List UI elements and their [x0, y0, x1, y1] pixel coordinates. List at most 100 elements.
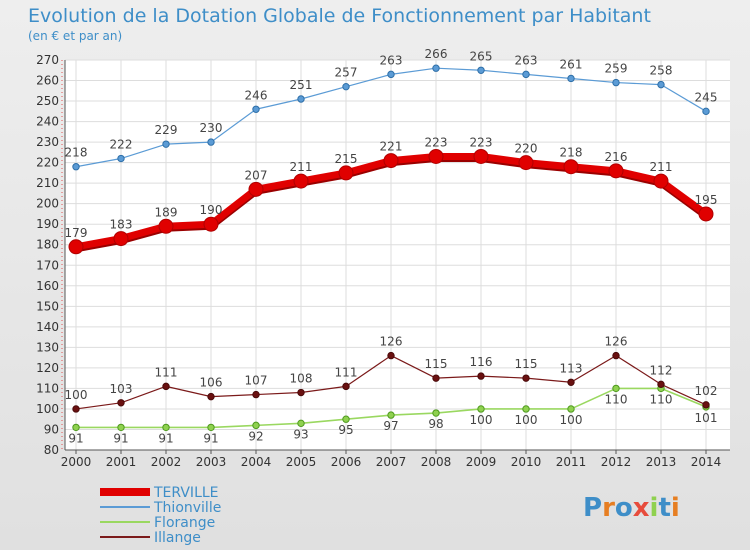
data-label-illange: 115	[425, 357, 448, 371]
data-point-thionville	[657, 80, 665, 89]
data-label-terville: 223	[425, 135, 448, 149]
legend-label-thionville: Thionville	[153, 500, 221, 516]
data-point-illange	[567, 378, 575, 386]
y-tick-label: 150	[36, 299, 59, 313]
data-label-florange: 100	[515, 413, 538, 427]
x-tick-label: 2012	[601, 455, 632, 469]
y-tick-label: 130	[36, 340, 59, 354]
data-label-thionville: 251	[290, 78, 313, 92]
data-point-florange	[117, 423, 125, 432]
data-label-terville: 216	[605, 150, 628, 164]
data-label-florange: 97	[383, 419, 398, 433]
y-tick-label: 190	[36, 217, 59, 231]
x-tick-label: 2013	[646, 455, 677, 469]
logo-letter: P	[583, 493, 602, 523]
data-point-terville	[563, 159, 579, 175]
data-point-illange	[117, 399, 125, 407]
data-point-terville	[428, 148, 444, 164]
data-label-illange: 111	[155, 365, 178, 379]
logo-letter: i	[671, 493, 680, 523]
data-point-florange	[432, 409, 440, 417]
data-point-terville	[518, 155, 534, 171]
y-tick-label: 110	[36, 381, 59, 395]
y-tick-label: 270	[36, 53, 59, 67]
data-label-florange: 91	[158, 431, 173, 445]
data-label-thionville: 229	[155, 123, 178, 137]
data-point-florange	[522, 405, 530, 413]
data-label-terville: 215	[335, 152, 358, 166]
plot-area	[65, 60, 730, 450]
data-label-terville: 195	[695, 193, 718, 207]
data-point-florange	[567, 405, 575, 413]
data-label-terville: 207	[245, 168, 268, 182]
x-tick-label: 2002	[151, 455, 182, 469]
x-tick-label: 2010	[511, 455, 542, 469]
chart-title: Evolution de la Dotation Globale de Fonc…	[28, 5, 651, 27]
data-point-illange	[432, 374, 440, 382]
data-point-florange	[342, 415, 350, 423]
label-layer: 218 222 229 230 246 251 257 263 266 265 263 261 259 2…	[65, 47, 718, 445]
data-label-illange: 102	[695, 384, 718, 398]
y-tick-label: 140	[36, 320, 59, 334]
data-label-terville: 183	[110, 218, 133, 232]
data-label-thionville: 263	[380, 53, 403, 67]
data-label-thionville: 246	[245, 88, 268, 102]
data-point-thionville	[432, 64, 440, 72]
data-label-florange: 98	[428, 417, 443, 431]
data-label-florange: 91	[68, 431, 83, 445]
y-tick-label: 200	[36, 197, 59, 211]
data-label-thionville: 266	[425, 47, 448, 61]
data-label-illange: 113	[560, 361, 583, 375]
data-point-florange	[162, 423, 170, 432]
data-point-terville	[203, 216, 219, 232]
data-point-thionville	[297, 95, 305, 103]
data-label-thionville: 257	[335, 66, 358, 80]
data-point-thionville	[387, 70, 395, 79]
proxiti-logo: Proxiti	[583, 493, 680, 523]
legend-label-illange: Illange	[154, 530, 201, 546]
data-point-illange	[162, 382, 170, 391]
data-point-thionville	[477, 66, 485, 74]
data-point-terville	[698, 206, 714, 222]
x-tick-label: 2007	[376, 455, 407, 469]
data-label-illange: 115	[515, 357, 538, 371]
data-label-florange: 92	[248, 429, 263, 443]
data-point-thionville	[207, 138, 215, 146]
data-label-thionville: 245	[695, 90, 718, 104]
data-point-terville	[608, 163, 624, 179]
chart-subtitle: (en € et par an)	[28, 29, 122, 43]
y-tick-label: 100	[36, 402, 59, 416]
data-label-illange: 112	[650, 363, 673, 377]
data-label-thionville: 258	[650, 64, 673, 78]
data-point-florange	[477, 405, 485, 413]
x-tick-label: 2003	[196, 455, 227, 469]
x-tick-label: 2011	[556, 455, 587, 469]
y-tick-label: 250	[36, 94, 59, 108]
data-label-thionville: 230	[200, 121, 223, 135]
data-label-florange: 110	[605, 392, 628, 406]
data-point-terville	[68, 239, 84, 255]
data-point-illange	[657, 380, 665, 389]
data-point-illange	[207, 392, 215, 401]
x-tick-label: 2004	[241, 455, 272, 469]
data-point-terville	[338, 165, 354, 181]
data-point-thionville	[252, 105, 260, 113]
data-label-terville: 221	[380, 140, 403, 154]
series-layer	[68, 64, 714, 432]
data-label-florange: 95	[338, 423, 353, 437]
data-point-terville	[653, 173, 669, 189]
data-label-terville: 218	[560, 146, 583, 160]
y-tick-label: 230	[36, 135, 59, 149]
data-point-florange	[252, 421, 260, 430]
legend-label-florange: Florange	[154, 515, 215, 531]
data-label-illange: 116	[470, 355, 493, 369]
logo-letter: o	[615, 493, 633, 523]
data-label-florange: 100	[560, 413, 583, 427]
data-point-thionville	[702, 107, 710, 116]
data-point-thionville	[522, 70, 530, 79]
data-label-terville: 189	[155, 205, 178, 219]
data-label-terville: 190	[200, 203, 223, 217]
y-tick-label: 120	[36, 361, 59, 375]
data-label-florange: 93	[293, 427, 308, 441]
